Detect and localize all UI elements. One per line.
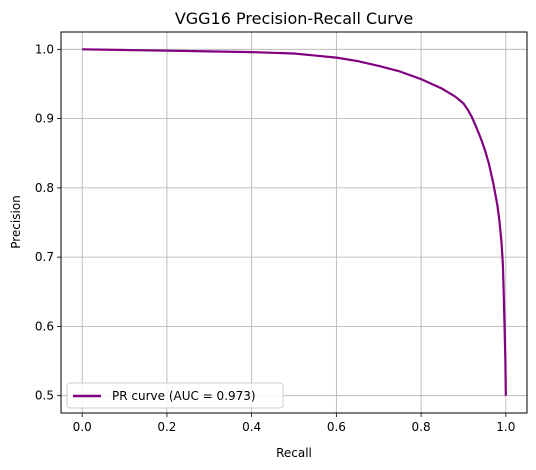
y-tick-label-0: 0.5 (35, 389, 54, 403)
x-tick-label-5: 1.0 (496, 420, 515, 434)
x-tick-label-0: 0.0 (73, 420, 92, 434)
series-line-0 (82, 48, 507, 396)
x-axis-ticks: 0.0 0.2 0.4 0.6 0.8 1.0 (73, 413, 515, 434)
y-tick-label-1: 0.6 (35, 319, 54, 333)
y-tick-label-4: 0.9 (35, 112, 54, 126)
x-tick-label-4: 0.8 (412, 420, 431, 434)
x-axis-label: Recall (276, 446, 312, 460)
y-tick-label-2: 0.7 (35, 250, 54, 264)
series-layer (82, 48, 507, 396)
x-tick-label-3: 0.6 (327, 420, 346, 434)
legend-frame (66, 382, 284, 409)
legend: PR curve (AUC = 0.973) (66, 382, 284, 409)
chart-title: VGG16 Precision-Recall Curve (175, 9, 413, 28)
x-tick-label-2: 0.4 (242, 420, 261, 434)
y-axis-ticks: 0.5 0.6 0.7 0.8 0.9 1.0 (35, 42, 61, 403)
plot-area-frame (60, 31, 528, 414)
gridlines (61, 32, 527, 413)
y-tick-label-3: 0.8 (35, 181, 54, 195)
y-tick-label-5: 1.0 (35, 42, 54, 56)
legend-label: PR curve (AUC = 0.973) (112, 389, 256, 403)
x-tick-label-1: 0.2 (157, 420, 176, 434)
y-axis-label: Precision (9, 195, 23, 249)
